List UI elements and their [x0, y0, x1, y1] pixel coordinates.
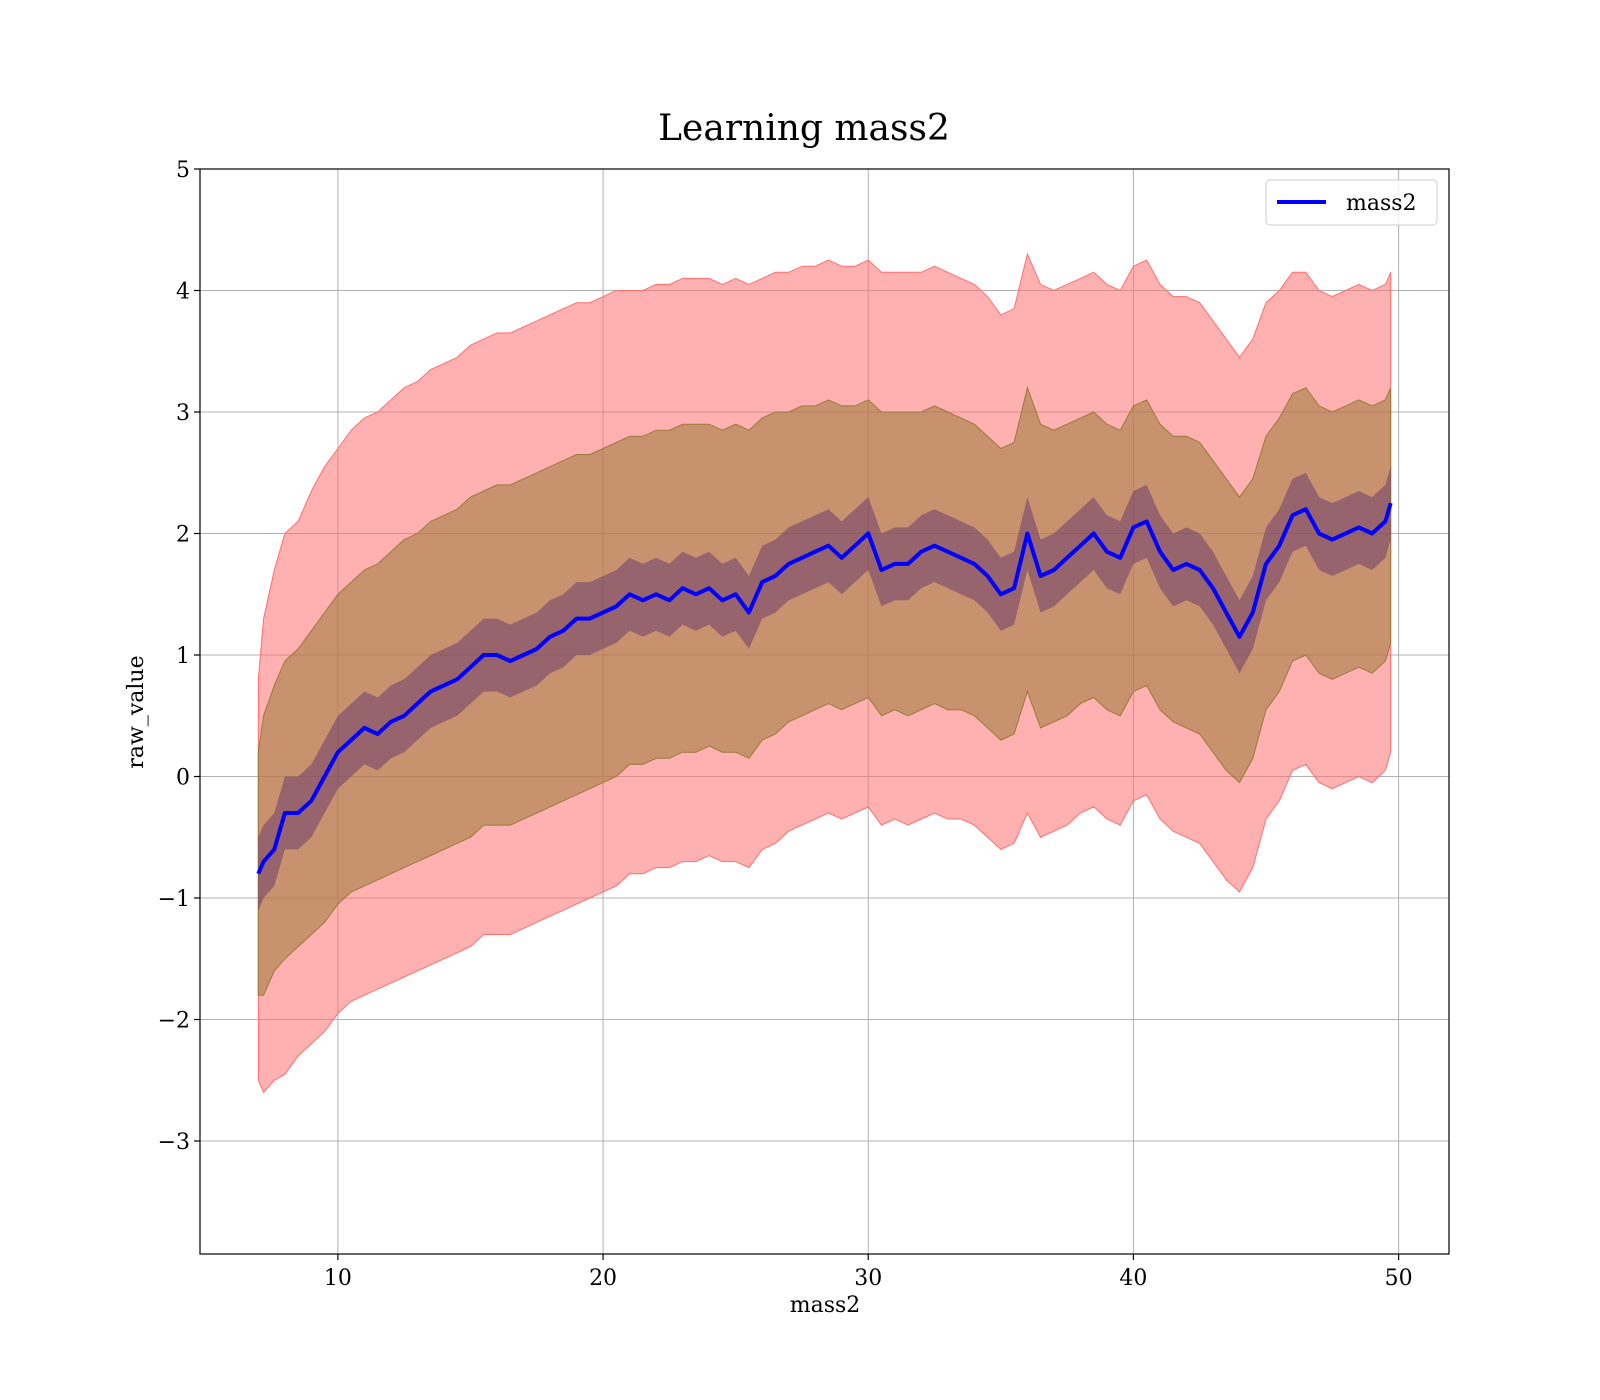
y-tick-label: −3	[158, 1130, 190, 1155]
y-tick-label: 2	[176, 523, 190, 548]
y-tick-label: −1	[158, 887, 190, 912]
y-tick-label: 3	[176, 401, 190, 426]
x-axis: 10 20 30 40 50	[324, 1254, 1413, 1291]
y-axis: 5 4 3 2 1 0 −1 −2 −3	[158, 158, 200, 1155]
chart-title: Learning mass2	[658, 108, 950, 149]
x-axis-label: mass2	[790, 1293, 861, 1318]
y-axis-label: raw_value	[124, 655, 149, 768]
axes-frame	[199, 168, 1450, 1255]
y-tick-label: 0	[176, 766, 190, 791]
legend-label: mass2	[1346, 191, 1417, 216]
x-tick-label: 10	[324, 1266, 352, 1291]
core-confidence-band	[258, 466, 1391, 911]
legend-box	[1265, 179, 1438, 226]
y-tick-label: −2	[158, 1009, 190, 1034]
x-tick-label: 30	[854, 1266, 882, 1291]
legend: mass2	[1265, 179, 1438, 226]
y-tick-label: 1	[176, 644, 190, 669]
series-line-mass2	[256, 502, 1393, 875]
x-tick-label: 20	[589, 1266, 617, 1291]
plot-area	[200, 168, 1449, 1254]
y-tick-label: 4	[176, 280, 190, 305]
x-tick-label: 40	[1119, 1266, 1147, 1291]
y-tick-label: 5	[176, 158, 190, 183]
x-tick-label: 50	[1385, 1266, 1413, 1291]
inner-confidence-band	[257, 385, 1392, 996]
